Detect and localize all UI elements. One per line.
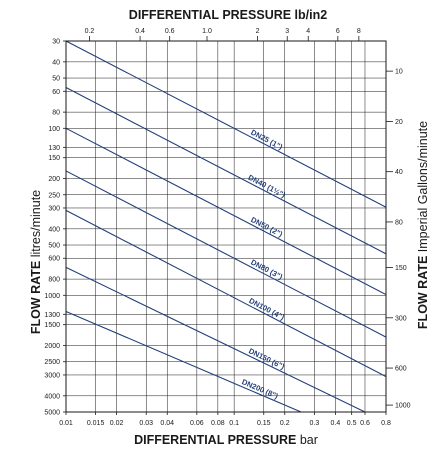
right-axis-title: FLOW RATE Imperial Gallons/minute: [416, 121, 430, 329]
series-line-dn100: [65, 209, 387, 378]
right-axis-title-main: FLOW RATE: [416, 256, 430, 329]
top-tick-label: 0.6: [165, 28, 175, 35]
right-tick-label: 80: [395, 219, 403, 226]
y-tick-label: 2500: [44, 359, 60, 366]
bottom-axis-title-main: DIFFERENTIAL PRESSURE: [134, 433, 296, 447]
series-line-dn50: [65, 127, 387, 296]
left-axis-title-unit: litres/minute: [29, 190, 43, 257]
left-axis-title-main: FLOW RATE: [29, 261, 43, 334]
x-tick-label: 0.02: [110, 420, 124, 427]
x-tick-label: 0.15: [257, 420, 271, 427]
right-tick-label: 150: [395, 265, 407, 272]
top-axis-title: DIFFERENTIAL PRESSURE lb/in2: [129, 8, 327, 22]
right-tick-label: 600: [395, 366, 407, 373]
series-label-dn25: DN25 (1"): [249, 128, 284, 152]
top-tick-label: 6: [336, 28, 340, 35]
bottom-axis-title-unit: bar: [300, 433, 318, 447]
x-tick-label: 0.08: [211, 420, 225, 427]
series-lines: [65, 40, 387, 413]
top-tick-label: 2: [256, 28, 260, 35]
x-tick-label: 0.04: [160, 420, 174, 427]
series-line-dn25: [65, 40, 387, 208]
top-tick-label: 0.4: [135, 28, 145, 35]
top-tick-label: 0.2: [85, 28, 95, 35]
axis-ticks: 0.01 0.015 0.02 0.03 0.04 0.06 0.08 0.1 0.15 0.2 0…: [44, 28, 410, 427]
y-tick-label: 30: [52, 39, 60, 46]
y-tick-label: 150: [48, 155, 60, 162]
right-tick-label: 10: [395, 69, 403, 76]
y-tick-label: 300: [48, 205, 60, 212]
x-tick-label: 0.2: [280, 420, 290, 427]
y-tick-label: 500: [48, 243, 60, 250]
series-label-dn150: DN150 (6"): [247, 346, 286, 371]
x-tick-label: 0.3: [310, 420, 320, 427]
x-tick-label: 0.5: [347, 420, 357, 427]
plot-frame: [65, 40, 387, 413]
x-tick-label: 0.015: [87, 420, 105, 427]
right-axis-title-unit: Imperial Gallons/minute: [416, 121, 430, 252]
y-tick-label: 3000: [44, 372, 60, 379]
y-tick-label: 50: [52, 76, 60, 83]
y-tick-label: 2000: [44, 343, 60, 350]
top-tick-label: 1.0: [202, 28, 212, 35]
left-axis-title: FLOW RATE litres/minute: [29, 190, 43, 334]
right-tick-label: 40: [395, 169, 403, 176]
series-line-dn150: [65, 266, 366, 413]
y-tick-label: 40: [52, 59, 60, 66]
y-tick-label: 1500: [44, 322, 60, 329]
series-label-dn80: DN80 (3"): [249, 258, 284, 282]
x-tick-label: 0.8: [381, 420, 391, 427]
right-tick-label: 300: [395, 315, 407, 322]
series-line-dn80: [65, 170, 387, 338]
y-tick-label: 1300: [44, 312, 60, 319]
y-tick-label: 4000: [44, 393, 60, 400]
y-tick-label: 800: [48, 277, 60, 284]
y-tick-label: 200: [48, 176, 60, 183]
bottom-axis-title: DIFFERENTIAL PRESSURE bar: [134, 433, 318, 447]
top-tick-label: 4: [306, 28, 310, 35]
y-tick-label: 1000: [44, 293, 60, 300]
y-tick-label: 250: [48, 192, 60, 199]
y-tick-label: 130: [48, 145, 60, 152]
series-line-dn200: [65, 310, 302, 413]
y-tick-label: 60: [52, 89, 60, 96]
y-tick-label: 400: [48, 226, 60, 233]
right-tick-label: 20: [395, 119, 403, 126]
x-tick-label: 0.06: [190, 420, 204, 427]
x-tick-label: 0.01: [59, 420, 73, 427]
grid: [65, 40, 387, 413]
y-tick-label: 80: [52, 110, 60, 117]
x-tick-label: 0.1: [229, 420, 239, 427]
x-tick-label: 0.4: [331, 420, 341, 427]
series-line-dn40: [65, 87, 387, 255]
y-tick-label: 600: [48, 256, 60, 263]
x-tick-label: 0.6: [360, 420, 370, 427]
top-tick-label: 3: [285, 28, 289, 35]
series-label-dn50: DN50 (2"): [249, 215, 284, 239]
series-label-dn100: DN100 (4"): [247, 296, 286, 322]
series-label-dn40: DN40 (1½"): [247, 173, 288, 200]
x-tick-label: 0.03: [139, 420, 153, 427]
top-tick-label: 8: [357, 28, 361, 35]
y-tick-label: 100: [48, 126, 60, 133]
y-tick-label: 5000: [44, 410, 60, 417]
right-tick-label: 1000: [395, 403, 411, 410]
